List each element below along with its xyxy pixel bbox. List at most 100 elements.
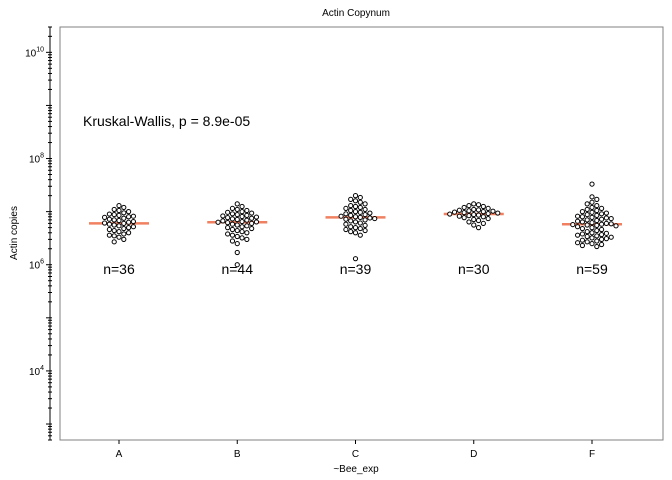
data-point: [111, 233, 117, 239]
data-point: [229, 211, 236, 217]
data-point: [130, 218, 136, 225]
data-point: [451, 209, 458, 215]
data-point: [116, 234, 122, 240]
count-label: n=59: [576, 261, 608, 277]
data-point: [599, 231, 605, 238]
data-point: [229, 232, 236, 238]
data-point: [225, 220, 231, 226]
data-point: [111, 239, 117, 245]
data-point: [589, 209, 595, 215]
data-point: [367, 215, 373, 221]
data-point: [229, 221, 236, 227]
count-labels: n=36 n=44 n=39 n=30 n=59: [103, 261, 608, 277]
y-tick-exponent: 10: [36, 46, 44, 53]
y-tick-base: 10: [29, 155, 41, 166]
data-point: [589, 230, 595, 236]
data-point: [106, 232, 113, 238]
y-tick-base: 10: [25, 48, 37, 59]
data-point: [116, 202, 122, 209]
data-point: [111, 222, 117, 228]
x-tick-label: C: [352, 449, 359, 460]
data-point: [234, 227, 240, 234]
data-point: [475, 217, 482, 224]
data-point: [244, 230, 250, 236]
data-point: [362, 217, 368, 223]
data-point: [126, 219, 132, 225]
data-point: [495, 210, 501, 216]
data-point: [348, 224, 354, 230]
data-point: [111, 211, 117, 218]
data-point: [603, 230, 610, 236]
data-point: [234, 211, 240, 218]
x-axis-label: ~Bee_exp: [333, 464, 379, 475]
data-point: [253, 219, 260, 225]
y-tick-label: 106: [29, 259, 44, 272]
data-point: [480, 220, 486, 227]
data-point: [239, 218, 245, 225]
data-point: [244, 207, 250, 214]
data-point: [485, 210, 491, 217]
x-tick-label: D: [470, 449, 477, 460]
data-point: [594, 212, 600, 218]
y-tick-base: 10: [29, 367, 41, 378]
data-point: [126, 230, 132, 236]
data-point: [352, 214, 359, 220]
data-point: [599, 241, 605, 248]
data-point: [352, 230, 359, 236]
x-tick-label: F: [589, 449, 595, 460]
data-point: [466, 208, 472, 214]
data-point: [608, 234, 614, 240]
data-point: [589, 214, 595, 220]
data-point: [106, 216, 113, 222]
data-point: [244, 223, 250, 229]
data-point: [594, 238, 600, 244]
data-point: [362, 227, 368, 234]
data-point: [475, 225, 482, 231]
data-point: [461, 215, 467, 221]
data-point: [475, 212, 482, 218]
data-point: [234, 240, 240, 247]
chart-title: Actin Copynum: [322, 8, 390, 19]
data-point: [357, 204, 363, 211]
data-point: [225, 231, 231, 237]
count-label: n=44: [221, 261, 253, 277]
data-point: [367, 210, 373, 216]
data-point: [575, 240, 581, 246]
data-point: [603, 236, 610, 242]
data-point: [234, 222, 240, 228]
data-point: [584, 239, 590, 245]
data-point: [480, 209, 486, 215]
data-point: [357, 220, 363, 226]
data-point: [589, 240, 595, 247]
x-tick-label: A: [116, 449, 123, 460]
data-point: [239, 203, 245, 210]
data-point: [116, 229, 122, 235]
data-point: [102, 220, 108, 226]
data-point: [485, 205, 491, 212]
data-point: [253, 214, 260, 220]
data-point: [490, 208, 496, 214]
data-point: [471, 201, 477, 207]
plot-frame: [59, 26, 664, 441]
data-point: [234, 262, 240, 268]
data-point: [215, 219, 221, 225]
y-tick-label: 1010: [25, 46, 44, 59]
data-point: [594, 196, 600, 202]
data-point: [234, 233, 240, 240]
data-point: [357, 209, 363, 215]
data-point: [594, 222, 600, 229]
data-point: [584, 233, 590, 240]
data-point: [220, 218, 226, 224]
data-point: [116, 223, 122, 229]
data-point: [357, 194, 363, 201]
data-point: [343, 216, 349, 222]
data-point: [234, 201, 240, 207]
data-point: [575, 232, 581, 238]
data-point: [589, 199, 595, 205]
data-point: [466, 202, 472, 209]
data-point: [239, 229, 245, 235]
data-point: [589, 235, 595, 241]
data-point: [362, 222, 368, 229]
data-point: [603, 210, 610, 216]
data-point: [603, 215, 610, 221]
